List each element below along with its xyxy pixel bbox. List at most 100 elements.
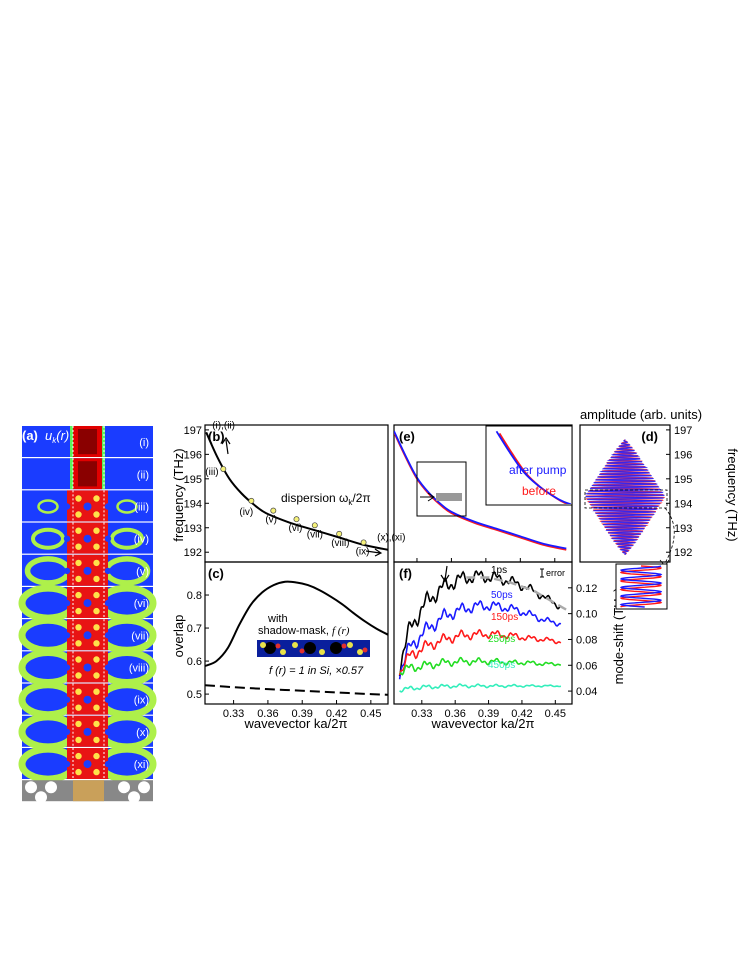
- field-hotspot: [93, 511, 100, 518]
- panel-c-xlabel: wavevector ka/2π: [244, 716, 348, 731]
- shadow-mask-label: shadow-mask, f (r): [258, 625, 350, 637]
- shadow-mask-image: [257, 640, 370, 657]
- error-label: error: [546, 568, 565, 578]
- series-label: 50ps: [491, 590, 513, 601]
- field-hotspot: [93, 495, 100, 502]
- mask-spot: [347, 642, 353, 648]
- field-map-row: (xi): [18, 745, 157, 783]
- xtick-label: 0.42: [511, 708, 532, 720]
- field-hotspot: [75, 720, 82, 728]
- field-node: [63, 760, 71, 768]
- field-hotspot: [93, 543, 100, 550]
- xtick-label: 0.42: [326, 708, 347, 720]
- field-edge: [70, 426, 73, 457]
- panel-a-field-label: uk(r): [45, 428, 69, 445]
- field-hotspot: [75, 656, 82, 663]
- mask-spot: [319, 649, 325, 655]
- ytick-label: 195: [184, 474, 202, 486]
- panel-d-zoom-connector: [663, 507, 675, 566]
- defect-core: [73, 780, 104, 802]
- field-row-label: (vii): [131, 630, 149, 642]
- inset-amplitude-trace: [619, 565, 663, 608]
- panel-d-frame: [579, 424, 671, 563]
- mode-point-label: (vii): [307, 529, 323, 540]
- field-node: [83, 631, 92, 640]
- mode-shift-curve: [398, 599, 562, 680]
- ytick-label: 194: [674, 498, 692, 510]
- dispersion-label: dispersion ωk/2π: [281, 491, 371, 507]
- field-node: [63, 632, 71, 639]
- panel-b-label: (b): [208, 429, 225, 444]
- field-node: [83, 599, 92, 608]
- panel-e-after-curve: [394, 430, 567, 550]
- panel-d-xlabel: amplitude (arb. units): [580, 407, 702, 422]
- after-pump-label: after pump: [509, 463, 567, 477]
- ytick-label: 197: [674, 425, 692, 437]
- series-label: 250ps: [488, 634, 515, 645]
- mode-point-label: (viii): [331, 538, 349, 549]
- xtick-label: 0.33: [223, 708, 244, 720]
- field-hotspot: [75, 736, 82, 744]
- ytick-label: 0.5: [187, 689, 202, 701]
- inset-before-curve: [498, 432, 570, 504]
- field-hotspot: [93, 672, 100, 679]
- mask-spot: [260, 642, 266, 648]
- mode-point-label: (iv): [239, 507, 253, 518]
- side-lobe: [31, 527, 65, 550]
- xtick-label: 0.39: [478, 708, 499, 720]
- field-node: [104, 503, 112, 510]
- overlap-shadow-mask-curve: [205, 580, 388, 667]
- panel-d-yticks: 197 196 195 194 193 192: [666, 425, 692, 559]
- ytick-label: 197: [184, 425, 202, 437]
- field-map-row: (vi): [18, 584, 157, 622]
- mode-point: [220, 466, 227, 472]
- crystal-structure-strip: [22, 780, 153, 804]
- field-hotspot: [93, 688, 100, 695]
- ytick-label: 192: [184, 547, 202, 559]
- field-node: [83, 566, 92, 575]
- mask-hole: [304, 642, 316, 654]
- inset-frame: [485, 425, 573, 506]
- mask-spot: [299, 648, 305, 654]
- mode-point: [336, 530, 343, 537]
- mode-point-label: (vi): [289, 523, 303, 534]
- field-map-row: (ix): [18, 681, 157, 719]
- field-hotspot: [93, 704, 100, 711]
- field-hotspot: [75, 640, 82, 647]
- panel-d-label: (d): [641, 429, 658, 444]
- f-in-si-label: f (r) = 1 in Si, ×0.57: [269, 665, 364, 677]
- mode-point-label: (i),(ii): [212, 420, 235, 431]
- field-node: [104, 760, 112, 768]
- field-node: [104, 535, 112, 542]
- ytick-label: 0.04: [576, 686, 597, 698]
- field-edge: [102, 426, 105, 457]
- ytick-label: 193: [674, 523, 692, 535]
- ytick-label: 0.12: [576, 583, 597, 595]
- mode-point-label: (iii): [205, 467, 218, 478]
- field-edge: [70, 458, 73, 490]
- xtick-label: 0.36: [444, 708, 465, 720]
- field-node: [104, 728, 112, 736]
- field-node: [63, 728, 71, 736]
- field-row-label: (i): [139, 437, 149, 449]
- field-map-row: (viii): [18, 649, 157, 686]
- panel-c-ylabel: overlap: [171, 615, 186, 658]
- mask-spot: [280, 649, 286, 655]
- ytick-label: 192: [674, 547, 692, 559]
- mode-shift-curve: [466, 576, 568, 611]
- zoom-box: [416, 461, 467, 517]
- panel-d-inset-signal: [619, 565, 663, 608]
- with-label: with: [267, 613, 288, 625]
- arrow-i-ii: [221, 436, 231, 455]
- field-node: [63, 599, 71, 607]
- panel-e-ticks: [416, 558, 556, 562]
- field-hotspot: [75, 591, 82, 599]
- field-hotspot: [75, 575, 82, 583]
- field-row-label: (iii): [134, 502, 149, 514]
- mask-spot: [341, 643, 347, 649]
- mode-point: [270, 507, 277, 514]
- xtick-label: 0.45: [360, 708, 381, 720]
- field-row-label: (viii): [129, 663, 149, 675]
- inset-amplitude-trace: [619, 565, 663, 608]
